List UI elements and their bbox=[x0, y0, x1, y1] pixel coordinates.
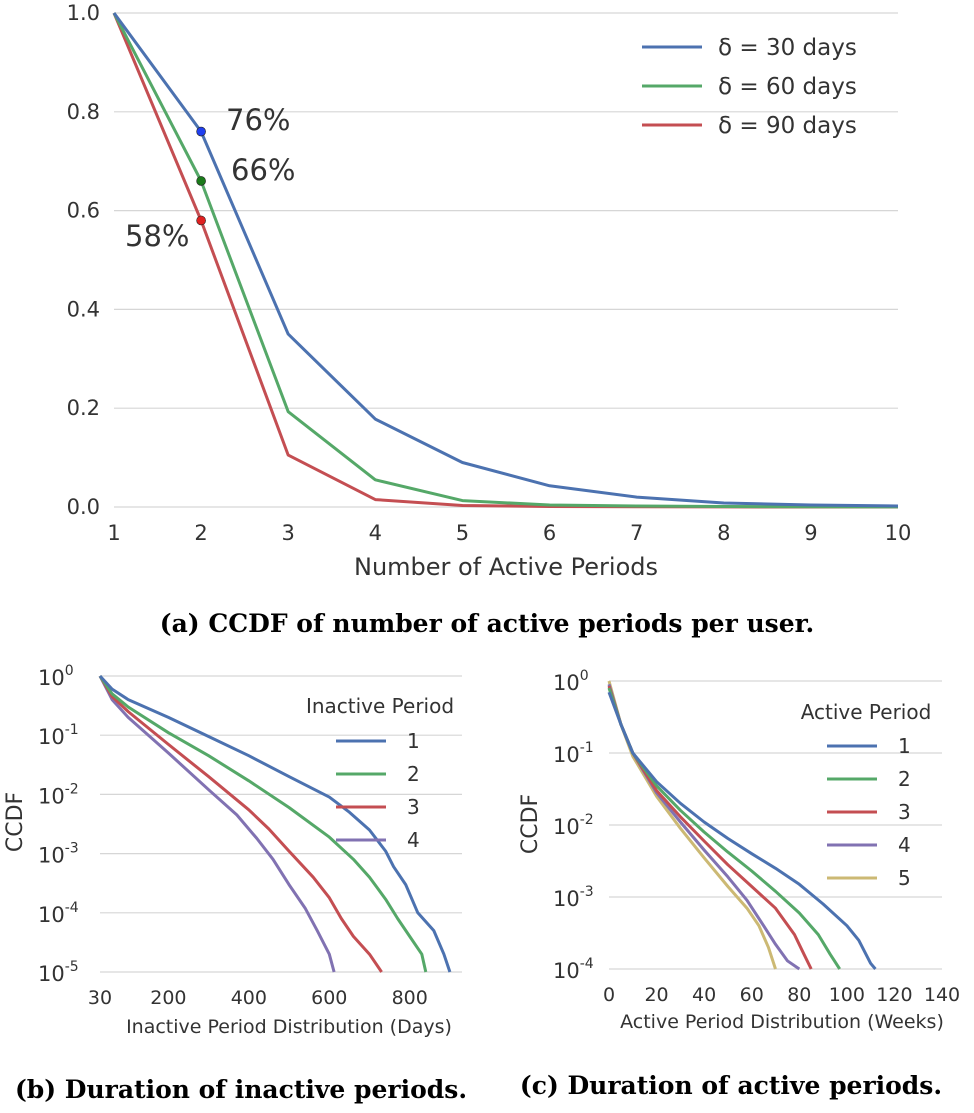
chart-a-xtick: 1 bbox=[107, 521, 120, 545]
chart-a-legend-label: δ = 60 days bbox=[718, 74, 857, 100]
chart-c-legend-label: 2 bbox=[898, 767, 911, 791]
chart-a-xtick: 3 bbox=[282, 521, 295, 545]
chart-a-ytick: 0.0 bbox=[67, 495, 100, 519]
chart-c-xtick: 100 bbox=[829, 984, 865, 1006]
chart-b-xtick: 200 bbox=[150, 987, 186, 1009]
chart-c-ylabel: CCDF bbox=[518, 794, 543, 854]
chart-a-annotation-label: 76% bbox=[226, 103, 290, 137]
chart-c-xtick: 140 bbox=[924, 984, 960, 1006]
caption-b: (b) Duration of inactive periods. bbox=[15, 1075, 467, 1104]
chart-c-ytick: 10-4 bbox=[553, 956, 594, 983]
chart-a-xtick: 7 bbox=[630, 521, 643, 545]
chart-c-ytick: 100 bbox=[553, 668, 589, 695]
chart-b-series-line bbox=[98, 675, 336, 973]
chart-a-xtick: 10 bbox=[885, 521, 912, 545]
chart-c-xtick: 60 bbox=[740, 984, 764, 1006]
chart-b-legend-title: Inactive Period bbox=[306, 694, 454, 718]
chart-b-legend-label: 4 bbox=[407, 828, 420, 852]
chart-c-legend-title: Active Period bbox=[801, 700, 932, 724]
chart-c-xtick: 20 bbox=[644, 984, 668, 1006]
chart-a: 0.0 0.2 0.4 0.6 0.8 1.0 1 2 3 4 5 6 7 8 9 10 76% 66% 58% δ … bbox=[67, 1, 912, 545]
chart-b-ytick: 10-2 bbox=[38, 781, 79, 808]
chart-a-legend-label: δ = 30 days bbox=[718, 35, 857, 61]
chart-b-series-line bbox=[98, 675, 428, 973]
chart-a-series-line bbox=[112, 12, 899, 509]
chart-b-ytick: 10-5 bbox=[38, 959, 79, 986]
chart-a-ytick: 0.4 bbox=[67, 297, 100, 321]
chart-b-legend-label: 1 bbox=[407, 729, 420, 753]
chart-c: 100 10-1 10-2 10-3 10-4 0 20 40 60 80 100 120 140 1 2 3… bbox=[553, 668, 960, 1006]
chart-b-ylabel: CCDF bbox=[3, 792, 28, 852]
chart-a-annotation-point bbox=[196, 126, 206, 137]
chart-a-xtick: 4 bbox=[369, 521, 382, 545]
chart-c-legend-label: 1 bbox=[898, 734, 911, 758]
chart-a-ytick: 0.2 bbox=[67, 396, 100, 420]
chart-a-ytick: 0.8 bbox=[67, 100, 100, 124]
chart-a-ytick: 1.0 bbox=[67, 1, 100, 25]
chart-b-xtick: 30 bbox=[88, 987, 112, 1009]
chart-c-series-line bbox=[607, 687, 841, 970]
chart-a-xtick: 8 bbox=[717, 521, 730, 545]
chart-a-annotation-point bbox=[196, 176, 206, 186]
chart-b-xtick: 800 bbox=[392, 987, 428, 1009]
chart-c-xtick: 0 bbox=[603, 984, 615, 1006]
chart-a-series-line bbox=[112, 12, 899, 508]
chart-b-ytick: 100 bbox=[38, 663, 74, 690]
chart-a-xtick: 6 bbox=[543, 521, 556, 545]
caption-c: (c) Duration of active periods. bbox=[520, 1071, 942, 1100]
chart-a-xtick: 2 bbox=[194, 521, 207, 545]
chart-b-legend-label: 3 bbox=[407, 795, 420, 819]
chart-b-xlabel: Inactive Period Distribution (Days) bbox=[126, 1016, 452, 1038]
chart-c-series-line bbox=[607, 691, 877, 970]
chart-b-xtick: 600 bbox=[311, 987, 347, 1009]
chart-b: 100 10-1 10-2 10-3 10-4 10-5 30 200 400 600 800 1 2 3… bbox=[38, 663, 462, 1009]
chart-a-xtick: 5 bbox=[456, 521, 469, 545]
chart-b-legend-label: 2 bbox=[407, 762, 420, 786]
caption-a: (a) CCDF of number of active periods per… bbox=[160, 609, 814, 638]
chart-c-xtick: 40 bbox=[692, 984, 716, 1006]
chart-b-series-line bbox=[98, 674, 452, 973]
chart-a-xlabel: Number of Active Periods bbox=[354, 553, 658, 581]
chart-a-xtick: 9 bbox=[804, 521, 817, 545]
chart-a-annotation-point bbox=[196, 215, 206, 226]
chart-a-legend-label: δ = 90 days bbox=[718, 113, 857, 139]
chart-c-xtick: 80 bbox=[787, 984, 811, 1006]
chart-b-series-line bbox=[98, 675, 383, 973]
chart-b-ytick: 10-4 bbox=[38, 900, 79, 927]
chart-c-xtick: 120 bbox=[876, 984, 912, 1006]
chart-c-series-line bbox=[607, 683, 801, 971]
chart-c-legend-label: 3 bbox=[898, 800, 911, 824]
chart-a-ytick: 0.6 bbox=[67, 199, 100, 223]
chart-b-ytick: 10-3 bbox=[38, 841, 79, 868]
chart-c-legend-label: 4 bbox=[898, 833, 911, 857]
chart-c-xlabel: Active Period Distribution (Weeks) bbox=[620, 1011, 944, 1033]
chart-c-ytick: 10-1 bbox=[553, 740, 594, 767]
chart-c-legend-label: 5 bbox=[898, 866, 911, 890]
chart-a-annotation-label: 66% bbox=[231, 153, 295, 187]
chart-c-ytick: 10-2 bbox=[553, 812, 594, 839]
chart-b-xtick: 400 bbox=[231, 987, 267, 1009]
chart-b-ytick: 10-1 bbox=[38, 722, 79, 749]
chart-a-annotation-label: 58% bbox=[125, 219, 189, 253]
chart-c-ytick: 10-3 bbox=[553, 884, 594, 911]
